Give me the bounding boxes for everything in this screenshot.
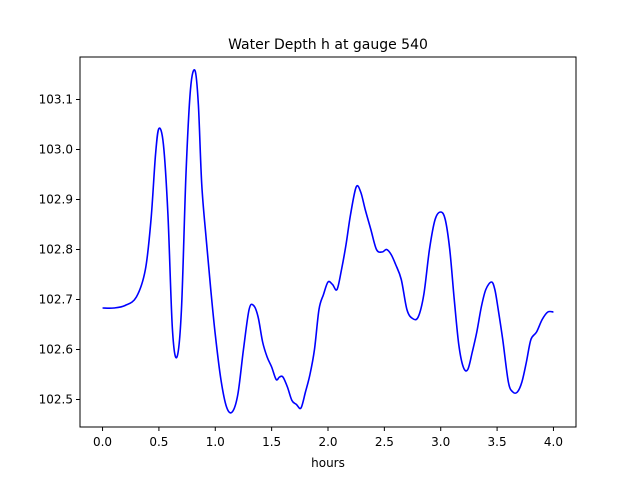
plot-area — [102, 69, 554, 414]
y-tick-label: 102.7 — [39, 293, 73, 307]
y-tick-label: 102.6 — [39, 343, 73, 357]
x-tick-label: 0.5 — [149, 435, 168, 449]
x-axis-ticks: 0.0 0.5 1.0 1.5 2.0 2.5 3.0 3.5 4.0 — [93, 427, 563, 449]
x-tick-label: 1.0 — [206, 435, 225, 449]
x-tick-label: 2.5 — [375, 435, 394, 449]
x-tick-label: 2.0 — [318, 435, 337, 449]
y-tick-label: 102.9 — [39, 193, 73, 207]
x-tick-label: 3.5 — [488, 435, 507, 449]
y-tick-label: 102.5 — [39, 393, 73, 407]
y-tick-label: 103.1 — [39, 93, 73, 107]
series-line — [102, 69, 554, 414]
y-axis-ticks: 102.5 102.6 102.7 102.8 102.9 103.0 103.1 — [39, 93, 80, 407]
axes-frame — [79, 56, 577, 428]
x-tick-label: 4.0 — [544, 435, 563, 449]
chart-title: Water Depth h at gauge 540 — [228, 37, 428, 53]
x-tick-label: 3.0 — [431, 435, 450, 449]
y-tick-label: 103.0 — [39, 143, 73, 157]
x-tick-label: 1.5 — [262, 435, 281, 449]
x-tick-label: 0.0 — [93, 435, 112, 449]
x-axis-label: hours — [311, 456, 345, 470]
y-tick-label: 102.8 — [39, 243, 73, 257]
